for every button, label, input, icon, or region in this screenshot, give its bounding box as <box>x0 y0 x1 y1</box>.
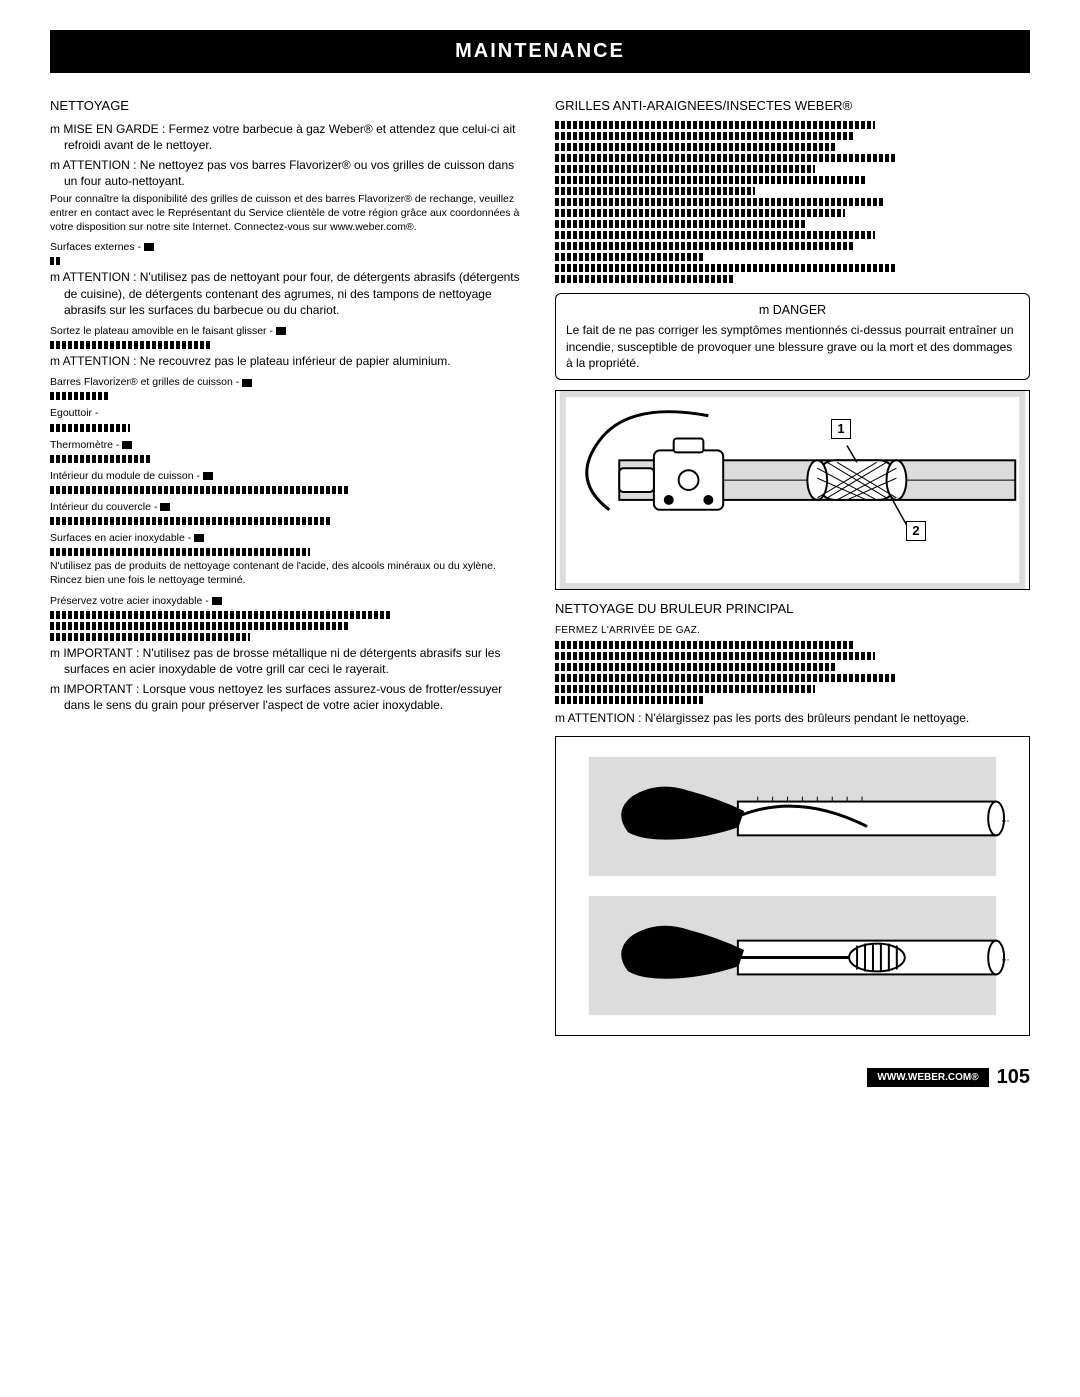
garbled-paragraph <box>555 641 1030 704</box>
subhead-label: Surfaces externes - <box>50 241 144 253</box>
burner-diagram-svg <box>556 391 1029 589</box>
danger-heading: m DANGER <box>566 302 1019 319</box>
subhead-label: Thermomètre - <box>50 439 122 451</box>
garbled-icon <box>212 597 222 605</box>
subhead: Préservez votre acier inoxydable - <box>50 594 525 608</box>
garbled-icon <box>144 243 154 251</box>
left-column: NETTOYAGE m MISE EN GARDE : Fermez votre… <box>50 89 525 1046</box>
subhead-label: Surfaces en acier inoxydable - <box>50 532 194 544</box>
footer-page-number: 105 <box>997 1064 1030 1091</box>
two-column-layout: NETTOYAGE m MISE EN GARDE : Fermez votre… <box>50 89 1030 1046</box>
danger-box: m DANGER Le fait de ne pas corriger les … <box>555 293 1030 380</box>
subhead: Barres Flavorizer® et grilles de cuisson… <box>50 375 525 389</box>
garbled-icon <box>122 441 132 449</box>
garbled-paragraph <box>555 121 1030 283</box>
callout-1: 1 <box>831 419 851 439</box>
heading-nettoyage-bruleur: NETTOYAGE DU BRULEUR PRINCIPAL <box>555 600 1030 618</box>
subhead: Intérieur du module de cuisson - <box>50 469 525 483</box>
small-note: Pour connaître la disponibilité des gril… <box>50 193 525 234</box>
section-title-bar: MAINTENANCE <box>50 30 1030 73</box>
garbled-icon <box>194 534 204 542</box>
warning-text: m ATTENTION : Ne recouvrez pas le platea… <box>64 353 525 369</box>
figure-cleaning-methods: ... <box>555 736 1030 1036</box>
garbled-text <box>50 486 350 494</box>
garbled-text <box>50 548 310 556</box>
heading-nettoyage: NETTOYAGE <box>50 97 525 115</box>
footer-url: WWW.WEBER.COM® <box>867 1068 988 1088</box>
warning-text: m MISE EN GARDE : Fermez votre barbecue … <box>64 121 525 153</box>
page: MAINTENANCE NETTOYAGE m MISE EN GARDE : … <box>0 0 1080 1111</box>
subhead: Thermomètre - <box>50 438 525 452</box>
warning-text: m IMPORTANT : N'utilisez pas de brosse m… <box>64 645 525 677</box>
garbled-text <box>50 257 60 265</box>
svg-text:...: ... <box>1001 953 1009 964</box>
subhead-label: Egouttoir - <box>50 407 98 419</box>
small-note: N'utilisez pas de produits de nettoyage … <box>50 560 525 587</box>
garbled-text <box>50 392 110 400</box>
garbled-text <box>50 517 330 525</box>
callout-2: 2 <box>906 521 926 541</box>
subhead-label: Sortez le plateau amovible en le faisant… <box>50 325 276 337</box>
subhead: Surfaces en acier inoxydable - <box>50 531 525 545</box>
danger-body: Le fait de ne pas corriger les symptômes… <box>566 322 1019 371</box>
svg-text:...: ... <box>1001 814 1009 825</box>
figure-burner-screen: 1 2 <box>555 390 1030 590</box>
subhead: Egouttoir - <box>50 406 525 420</box>
garbled-text <box>50 341 210 349</box>
garbled-icon <box>203 472 213 480</box>
right-column: GRILLES ANTI-ARAIGNEES/INSECTES WEBER® <box>555 89 1030 1046</box>
heading-grilles: GRILLES ANTI-ARAIGNEES/INSECTES WEBER® <box>555 97 1030 115</box>
subhead-label: Préservez votre acier inoxydable - <box>50 595 212 607</box>
garbled-text <box>50 455 150 463</box>
subhead-label: Barres Flavorizer® et grilles de cuisson… <box>50 376 242 388</box>
cleaning-diagram-svg: ... <box>556 737 1029 1035</box>
garbled-text <box>50 622 350 630</box>
warning-text: m ATTENTION : Ne nettoyez pas vos barres… <box>64 157 525 189</box>
warning-text: m ATTENTION : N'élargissez pas les ports… <box>569 710 1030 726</box>
garbled-text <box>50 633 250 641</box>
warning-text: m IMPORTANT : Lorsque vous nettoyez les … <box>64 681 525 713</box>
warning-text: m ATTENTION : N'utilisez pas de nettoyan… <box>64 269 525 318</box>
garbled-icon <box>242 379 252 387</box>
garbled-text <box>50 424 130 432</box>
subhead-gas-off: FERMEZ L'ARRIVÉE DE GAZ. <box>555 624 1030 638</box>
subhead-label: Intérieur du couvercle - <box>50 501 160 513</box>
subhead-label: Intérieur du module de cuisson - <box>50 470 203 482</box>
garbled-icon <box>276 327 286 335</box>
page-footer: WWW.WEBER.COM® 105 <box>50 1064 1030 1091</box>
garbled-text <box>50 611 390 619</box>
subhead: Intérieur du couvercle - <box>50 500 525 514</box>
subhead: Sortez le plateau amovible en le faisant… <box>50 324 525 338</box>
garbled-icon <box>160 503 170 511</box>
subhead: Surfaces externes - <box>50 240 525 254</box>
